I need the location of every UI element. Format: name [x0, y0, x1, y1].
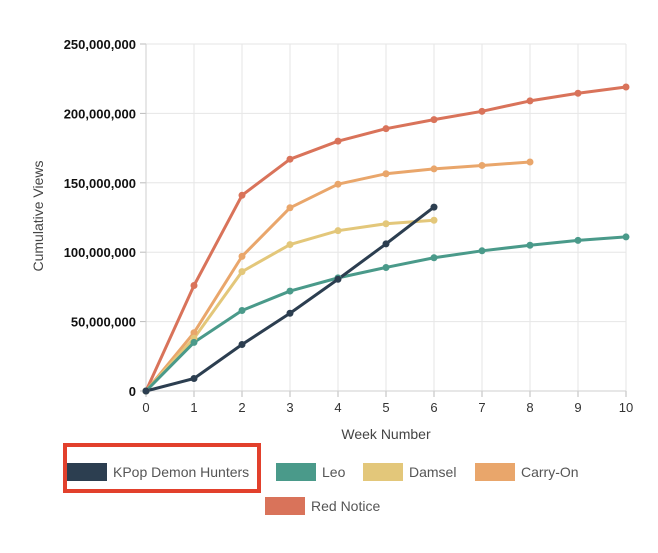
data-point-kpop-demon-hunters[interactable] — [334, 275, 342, 283]
legend-item-carry-on[interactable]: Carry-On — [475, 463, 579, 481]
y-tick-label: 100,000,000 — [64, 245, 136, 260]
legend-label: KPop Demon Hunters — [113, 464, 250, 480]
data-point-damsel[interactable] — [286, 241, 294, 249]
data-point-red-notice[interactable] — [622, 83, 630, 91]
data-point-red-notice[interactable] — [478, 107, 486, 115]
x-tick-label: 6 — [430, 400, 437, 415]
x-tick-label: 0 — [142, 400, 149, 415]
legend-label: Red Notice — [311, 498, 381, 514]
data-point-leo[interactable] — [478, 247, 486, 255]
data-point-damsel[interactable] — [238, 268, 246, 276]
x-tick-label: 2 — [238, 400, 245, 415]
legend-item-red-notice[interactable]: Red Notice — [265, 497, 380, 515]
legend-label: Leo — [322, 464, 346, 480]
legend-swatch — [276, 463, 316, 481]
data-point-carry-on[interactable] — [430, 165, 438, 173]
x-tick-label: 5 — [382, 400, 389, 415]
y-tick-label: 50,000,000 — [71, 315, 136, 330]
data-point-kpop-demon-hunters[interactable] — [142, 387, 150, 395]
data-point-kpop-demon-hunters[interactable] — [382, 240, 390, 248]
data-point-leo[interactable] — [238, 306, 246, 314]
data-point-red-notice[interactable] — [190, 282, 198, 290]
series-points — [142, 83, 630, 395]
x-tick-label: 10 — [619, 400, 633, 415]
data-point-red-notice[interactable] — [382, 125, 390, 133]
legend-label: Carry-On — [521, 464, 579, 480]
data-point-leo[interactable] — [622, 233, 630, 241]
x-tick-label: 9 — [574, 400, 581, 415]
y-axis-title: Cumulative Views — [30, 160, 46, 271]
data-point-red-notice[interactable] — [286, 155, 294, 163]
legend-item-kpop-demon-hunters[interactable]: KPop Demon Hunters — [67, 463, 249, 481]
legend-swatch — [265, 497, 305, 515]
data-point-kpop-demon-hunters[interactable] — [190, 375, 198, 383]
data-point-carry-on[interactable] — [382, 170, 390, 178]
x-axis-title: Week Number — [341, 426, 431, 442]
data-point-leo[interactable] — [526, 241, 534, 249]
data-point-carry-on[interactable] — [478, 161, 486, 169]
data-point-leo[interactable] — [382, 263, 390, 271]
data-point-red-notice[interactable] — [334, 137, 342, 145]
axes: 0 50,000,000 100,000,000 150,000,000 200,000… — [64, 37, 634, 415]
legend-swatch — [67, 463, 107, 481]
legend-label: Damsel — [409, 464, 457, 480]
y-tick-label: 0 — [129, 384, 136, 399]
y-tick-label: 250,000,000 — [64, 37, 136, 52]
legend-swatch — [475, 463, 515, 481]
data-point-red-notice[interactable] — [526, 97, 534, 105]
legend-item-damsel[interactable]: Damsel — [363, 463, 456, 481]
data-point-red-notice[interactable] — [574, 89, 582, 97]
data-point-red-notice[interactable] — [238, 191, 246, 199]
data-point-carry-on[interactable] — [286, 204, 294, 212]
data-point-damsel[interactable] — [334, 227, 342, 235]
data-point-leo[interactable] — [286, 287, 294, 295]
data-point-leo[interactable] — [430, 254, 438, 262]
data-point-damsel[interactable] — [430, 216, 438, 224]
x-tick-label: 7 — [478, 400, 485, 415]
data-point-kpop-demon-hunters[interactable] — [430, 203, 438, 211]
data-point-kpop-demon-hunters[interactable] — [286, 309, 294, 317]
data-point-carry-on[interactable] — [526, 158, 534, 166]
x-tick-label: 3 — [286, 400, 293, 415]
legend-item-leo[interactable]: Leo — [276, 463, 345, 481]
x-tick-label: 4 — [334, 400, 341, 415]
data-point-leo[interactable] — [190, 338, 198, 346]
data-point-damsel[interactable] — [382, 220, 390, 228]
legend-swatch — [363, 463, 403, 481]
data-point-carry-on[interactable] — [190, 329, 198, 337]
data-point-carry-on[interactable] — [238, 252, 246, 260]
data-point-leo[interactable] — [574, 236, 582, 244]
y-tick-label: 150,000,000 — [64, 176, 136, 191]
data-point-carry-on[interactable] — [334, 180, 342, 188]
x-tick-label: 1 — [190, 400, 197, 415]
data-point-kpop-demon-hunters[interactable] — [238, 341, 246, 349]
data-point-red-notice[interactable] — [430, 116, 438, 124]
y-tick-label: 200,000,000 — [64, 106, 136, 121]
x-tick-label: 8 — [526, 400, 533, 415]
